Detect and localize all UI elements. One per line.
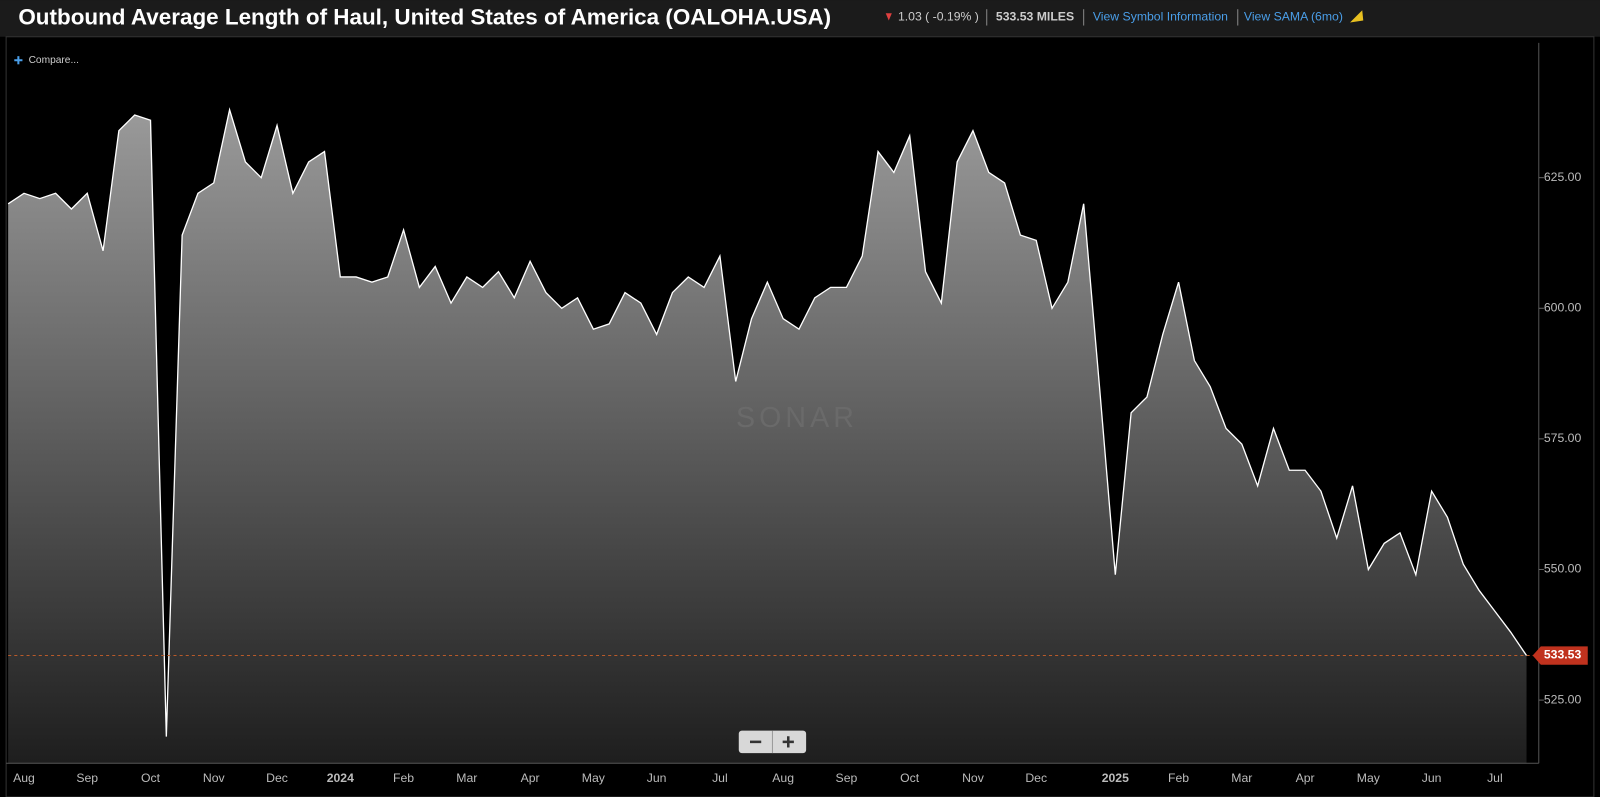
x-tick-label: Oct [141, 771, 161, 785]
x-tick-label: Jun [647, 771, 667, 785]
x-tick-label: Dec [1025, 771, 1047, 785]
x-tick-label: Feb [1168, 771, 1189, 785]
y-tick-label: 550.00 [1544, 562, 1582, 576]
x-tick-label: Nov [203, 771, 226, 785]
x-tick-label: Mar [1231, 771, 1252, 785]
y-tick-label: 525.00 [1544, 692, 1582, 706]
x-tick-label: Jul [712, 771, 728, 785]
line [7, 107, 1528, 737]
y-tick-label: 625.00 [1544, 170, 1582, 184]
x-tick-label: Apr [1296, 771, 1315, 785]
x-tick-label: Jul [1487, 771, 1503, 785]
y-tick-label: 575.00 [1544, 431, 1582, 445]
plot [7, 107, 1528, 764]
x-tick-label: Feb [393, 771, 414, 785]
link[interactable]: View Symbol Information [1093, 10, 1228, 24]
watermark: SONAR [736, 402, 858, 434]
change: 1.03 ( -0.19% ) [898, 10, 979, 24]
x-tick-label: 2024 [327, 771, 354, 785]
compare-label[interactable]: Compare... [29, 55, 79, 66]
chart-title: Outbound Average Length of Haul, United … [18, 4, 831, 29]
sama-icon[interactable] [1350, 10, 1364, 23]
y-tick-label: 600.00 [1544, 301, 1582, 315]
x-tick-label: Oct [900, 771, 920, 785]
last-value-tag [1532, 646, 1588, 665]
price: 533.53 MILES [996, 10, 1074, 24]
x-tick-label: Nov [962, 771, 985, 785]
x-tick-label: Aug [13, 771, 35, 785]
x-tick-label: Jun [1422, 771, 1442, 785]
compare-button[interactable]: Compare... [14, 55, 79, 66]
header-bar [0, 0, 1600, 37]
down-arrow [885, 13, 892, 21]
x-tick-label: Sep [836, 771, 858, 785]
x-tick-label: 2025 [1102, 771, 1129, 785]
x-tick-label: Mar [456, 771, 477, 785]
x-tick-label: Sep [76, 771, 98, 785]
x-tick-label: Dec [266, 771, 288, 785]
x-tick-label: May [582, 771, 606, 785]
x-tick-label: Apr [521, 771, 540, 785]
area [8, 109, 1527, 764]
link[interactable]: View SAMA (6mo) [1244, 10, 1343, 24]
x-tick-label: Aug [772, 771, 794, 785]
zoom-controls[interactable] [738, 730, 807, 754]
x-tick-label: May [1357, 771, 1381, 785]
last-value-label: 533.53 [1544, 648, 1582, 662]
